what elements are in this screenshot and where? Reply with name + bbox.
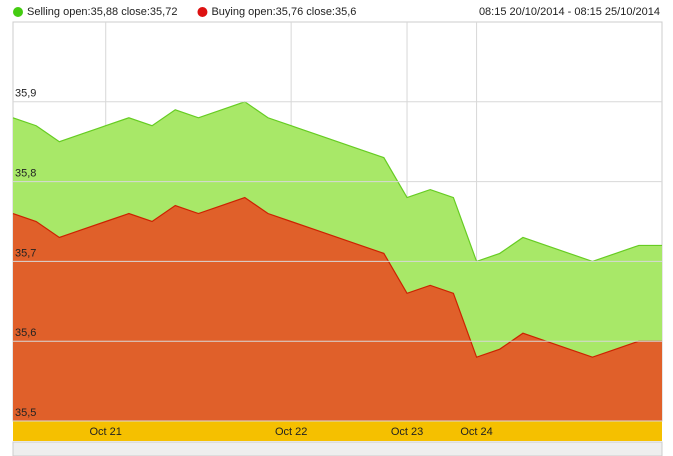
date-range: 08:15 20/10/2014 - 08:15 25/10/2014	[479, 6, 660, 18]
y-tick-label: 35,7	[15, 247, 36, 259]
area	[13, 197, 662, 421]
x-tick-label: Oct 24	[460, 426, 492, 438]
y-tick-label: 35,9	[15, 88, 36, 100]
line	[12, 101, 662, 263]
legend-marker	[197, 7, 208, 17]
x-tick-label: Oct 21	[90, 426, 122, 438]
x-axis-band	[13, 421, 662, 441]
x-tick-label: Oct 23	[391, 426, 423, 438]
y-tick-label: 35,6	[15, 327, 36, 339]
x-tick-label: Oct 22	[275, 426, 307, 438]
line	[12, 196, 662, 358]
y-tick-label: 35,8	[15, 168, 36, 180]
legend-label: Buying open:35,76 close:35,6	[211, 6, 356, 18]
legend-marker	[13, 7, 23, 17]
legend-label: Selling open:35,88 close:35,72	[27, 6, 177, 18]
y-tick-label: 35,5	[15, 407, 36, 419]
navigator	[12, 441, 663, 456]
